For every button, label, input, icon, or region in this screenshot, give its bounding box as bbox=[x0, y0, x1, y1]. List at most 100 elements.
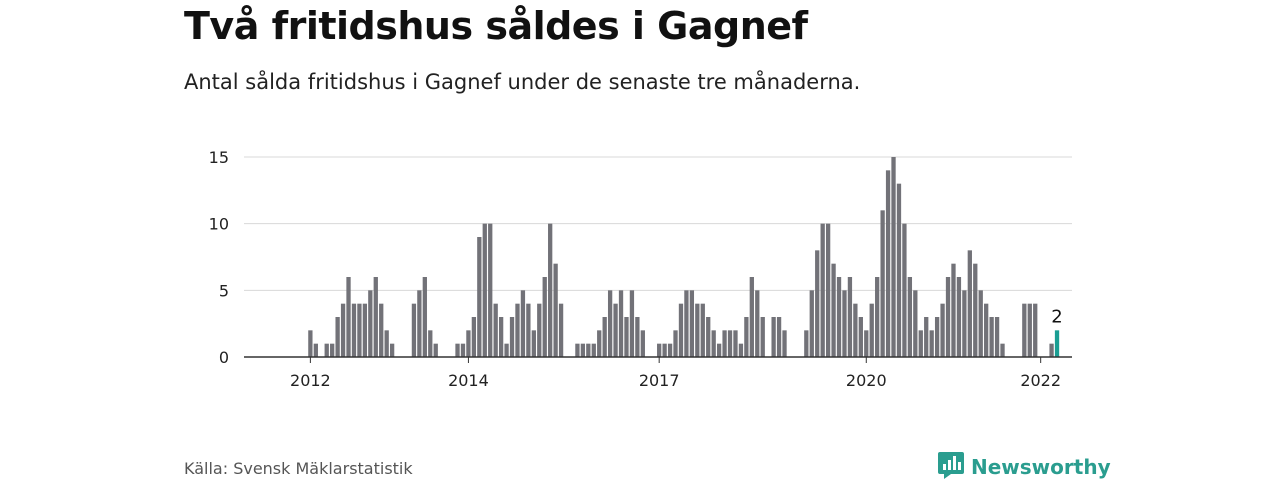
bar[interactable] bbox=[678, 303, 684, 357]
bar[interactable] bbox=[417, 290, 422, 357]
bar[interactable] bbox=[613, 303, 618, 357]
bar[interactable] bbox=[673, 330, 678, 357]
bar[interactable] bbox=[711, 330, 716, 357]
bar[interactable] bbox=[989, 317, 994, 357]
bar[interactable] bbox=[324, 343, 329, 357]
bar[interactable] bbox=[869, 303, 874, 357]
bar[interactable] bbox=[618, 290, 624, 357]
bar[interactable] bbox=[858, 317, 863, 357]
bar[interactable] bbox=[313, 343, 318, 357]
bar[interactable] bbox=[880, 210, 885, 357]
bar[interactable] bbox=[368, 290, 373, 357]
bar[interactable] bbox=[978, 290, 983, 357]
bar[interactable] bbox=[1049, 343, 1054, 357]
bar[interactable] bbox=[733, 330, 738, 357]
bar[interactable] bbox=[864, 330, 869, 357]
bar[interactable] bbox=[885, 170, 891, 357]
bar[interactable] bbox=[384, 330, 389, 357]
bar[interactable] bbox=[586, 343, 591, 357]
bar[interactable] bbox=[657, 343, 662, 357]
bar[interactable] bbox=[891, 157, 896, 357]
bar[interactable] bbox=[727, 330, 733, 357]
bar[interactable] bbox=[537, 303, 542, 357]
bar[interactable] bbox=[722, 330, 727, 357]
bar[interactable] bbox=[597, 330, 602, 357]
bar[interactable] bbox=[924, 317, 929, 357]
bar[interactable] bbox=[379, 303, 384, 357]
bar[interactable] bbox=[477, 237, 482, 357]
bar[interactable] bbox=[929, 330, 934, 357]
bar[interactable] bbox=[340, 303, 346, 357]
bar[interactable] bbox=[684, 290, 689, 357]
bar[interactable] bbox=[907, 277, 913, 357]
bar[interactable] bbox=[853, 303, 858, 357]
bar[interactable] bbox=[847, 277, 853, 357]
bar[interactable] bbox=[335, 317, 340, 357]
bar[interactable] bbox=[984, 303, 989, 357]
bar[interactable] bbox=[706, 317, 711, 357]
highlighted-bar[interactable] bbox=[1054, 330, 1060, 357]
bar[interactable] bbox=[1027, 303, 1032, 357]
bar[interactable] bbox=[1000, 343, 1005, 357]
bar[interactable] bbox=[357, 303, 362, 357]
bar[interactable] bbox=[471, 317, 477, 357]
bar[interactable] bbox=[591, 343, 596, 357]
bar[interactable] bbox=[716, 343, 722, 357]
bar[interactable] bbox=[940, 303, 945, 357]
bar[interactable] bbox=[575, 343, 580, 357]
bar[interactable] bbox=[373, 277, 378, 357]
bar[interactable] bbox=[558, 303, 564, 357]
bar[interactable] bbox=[455, 343, 460, 357]
bar[interactable] bbox=[351, 303, 357, 357]
bar[interactable] bbox=[662, 343, 667, 357]
bar[interactable] bbox=[542, 277, 547, 357]
bar[interactable] bbox=[629, 290, 635, 357]
bar[interactable] bbox=[771, 317, 776, 357]
bar[interactable] bbox=[918, 330, 923, 357]
brand-logo[interactable]: Newsworthy bbox=[937, 450, 1111, 484]
bar[interactable] bbox=[493, 303, 498, 357]
bar[interactable] bbox=[836, 277, 842, 357]
bar[interactable] bbox=[482, 223, 487, 357]
bar[interactable] bbox=[624, 317, 629, 357]
bar[interactable] bbox=[553, 263, 558, 357]
bar[interactable] bbox=[962, 290, 967, 357]
bar[interactable] bbox=[488, 223, 493, 357]
bar[interactable] bbox=[526, 303, 531, 357]
bar[interactable] bbox=[389, 343, 395, 357]
bar[interactable] bbox=[422, 277, 427, 357]
bar[interactable] bbox=[820, 223, 825, 357]
bar[interactable] bbox=[346, 277, 351, 357]
bar[interactable] bbox=[896, 183, 902, 357]
bar[interactable] bbox=[951, 263, 956, 357]
bar[interactable] bbox=[667, 343, 673, 357]
bar[interactable] bbox=[1022, 303, 1027, 357]
bar[interactable] bbox=[460, 343, 466, 357]
bar[interactable] bbox=[755, 290, 760, 357]
bar[interactable] bbox=[695, 303, 700, 357]
bar[interactable] bbox=[308, 330, 313, 357]
bar[interactable] bbox=[945, 277, 951, 357]
bar[interactable] bbox=[744, 317, 749, 357]
bar[interactable] bbox=[760, 317, 765, 357]
bar[interactable] bbox=[1033, 303, 1038, 357]
bar[interactable] bbox=[362, 303, 368, 357]
bar[interactable] bbox=[776, 317, 782, 357]
bar[interactable] bbox=[509, 317, 515, 357]
bar[interactable] bbox=[607, 290, 613, 357]
bar[interactable] bbox=[815, 250, 820, 357]
bar[interactable] bbox=[520, 290, 526, 357]
bar[interactable] bbox=[994, 317, 1000, 357]
bar[interactable] bbox=[433, 343, 438, 357]
bar[interactable] bbox=[504, 343, 509, 357]
bar[interactable] bbox=[580, 343, 586, 357]
bar[interactable] bbox=[842, 290, 847, 357]
bar[interactable] bbox=[515, 303, 520, 357]
bar[interactable] bbox=[934, 317, 940, 357]
bar[interactable] bbox=[498, 317, 504, 357]
bar[interactable] bbox=[825, 223, 831, 357]
bar[interactable] bbox=[875, 277, 880, 357]
bar[interactable] bbox=[640, 330, 645, 357]
bar[interactable] bbox=[411, 303, 417, 357]
bar[interactable] bbox=[548, 223, 553, 357]
